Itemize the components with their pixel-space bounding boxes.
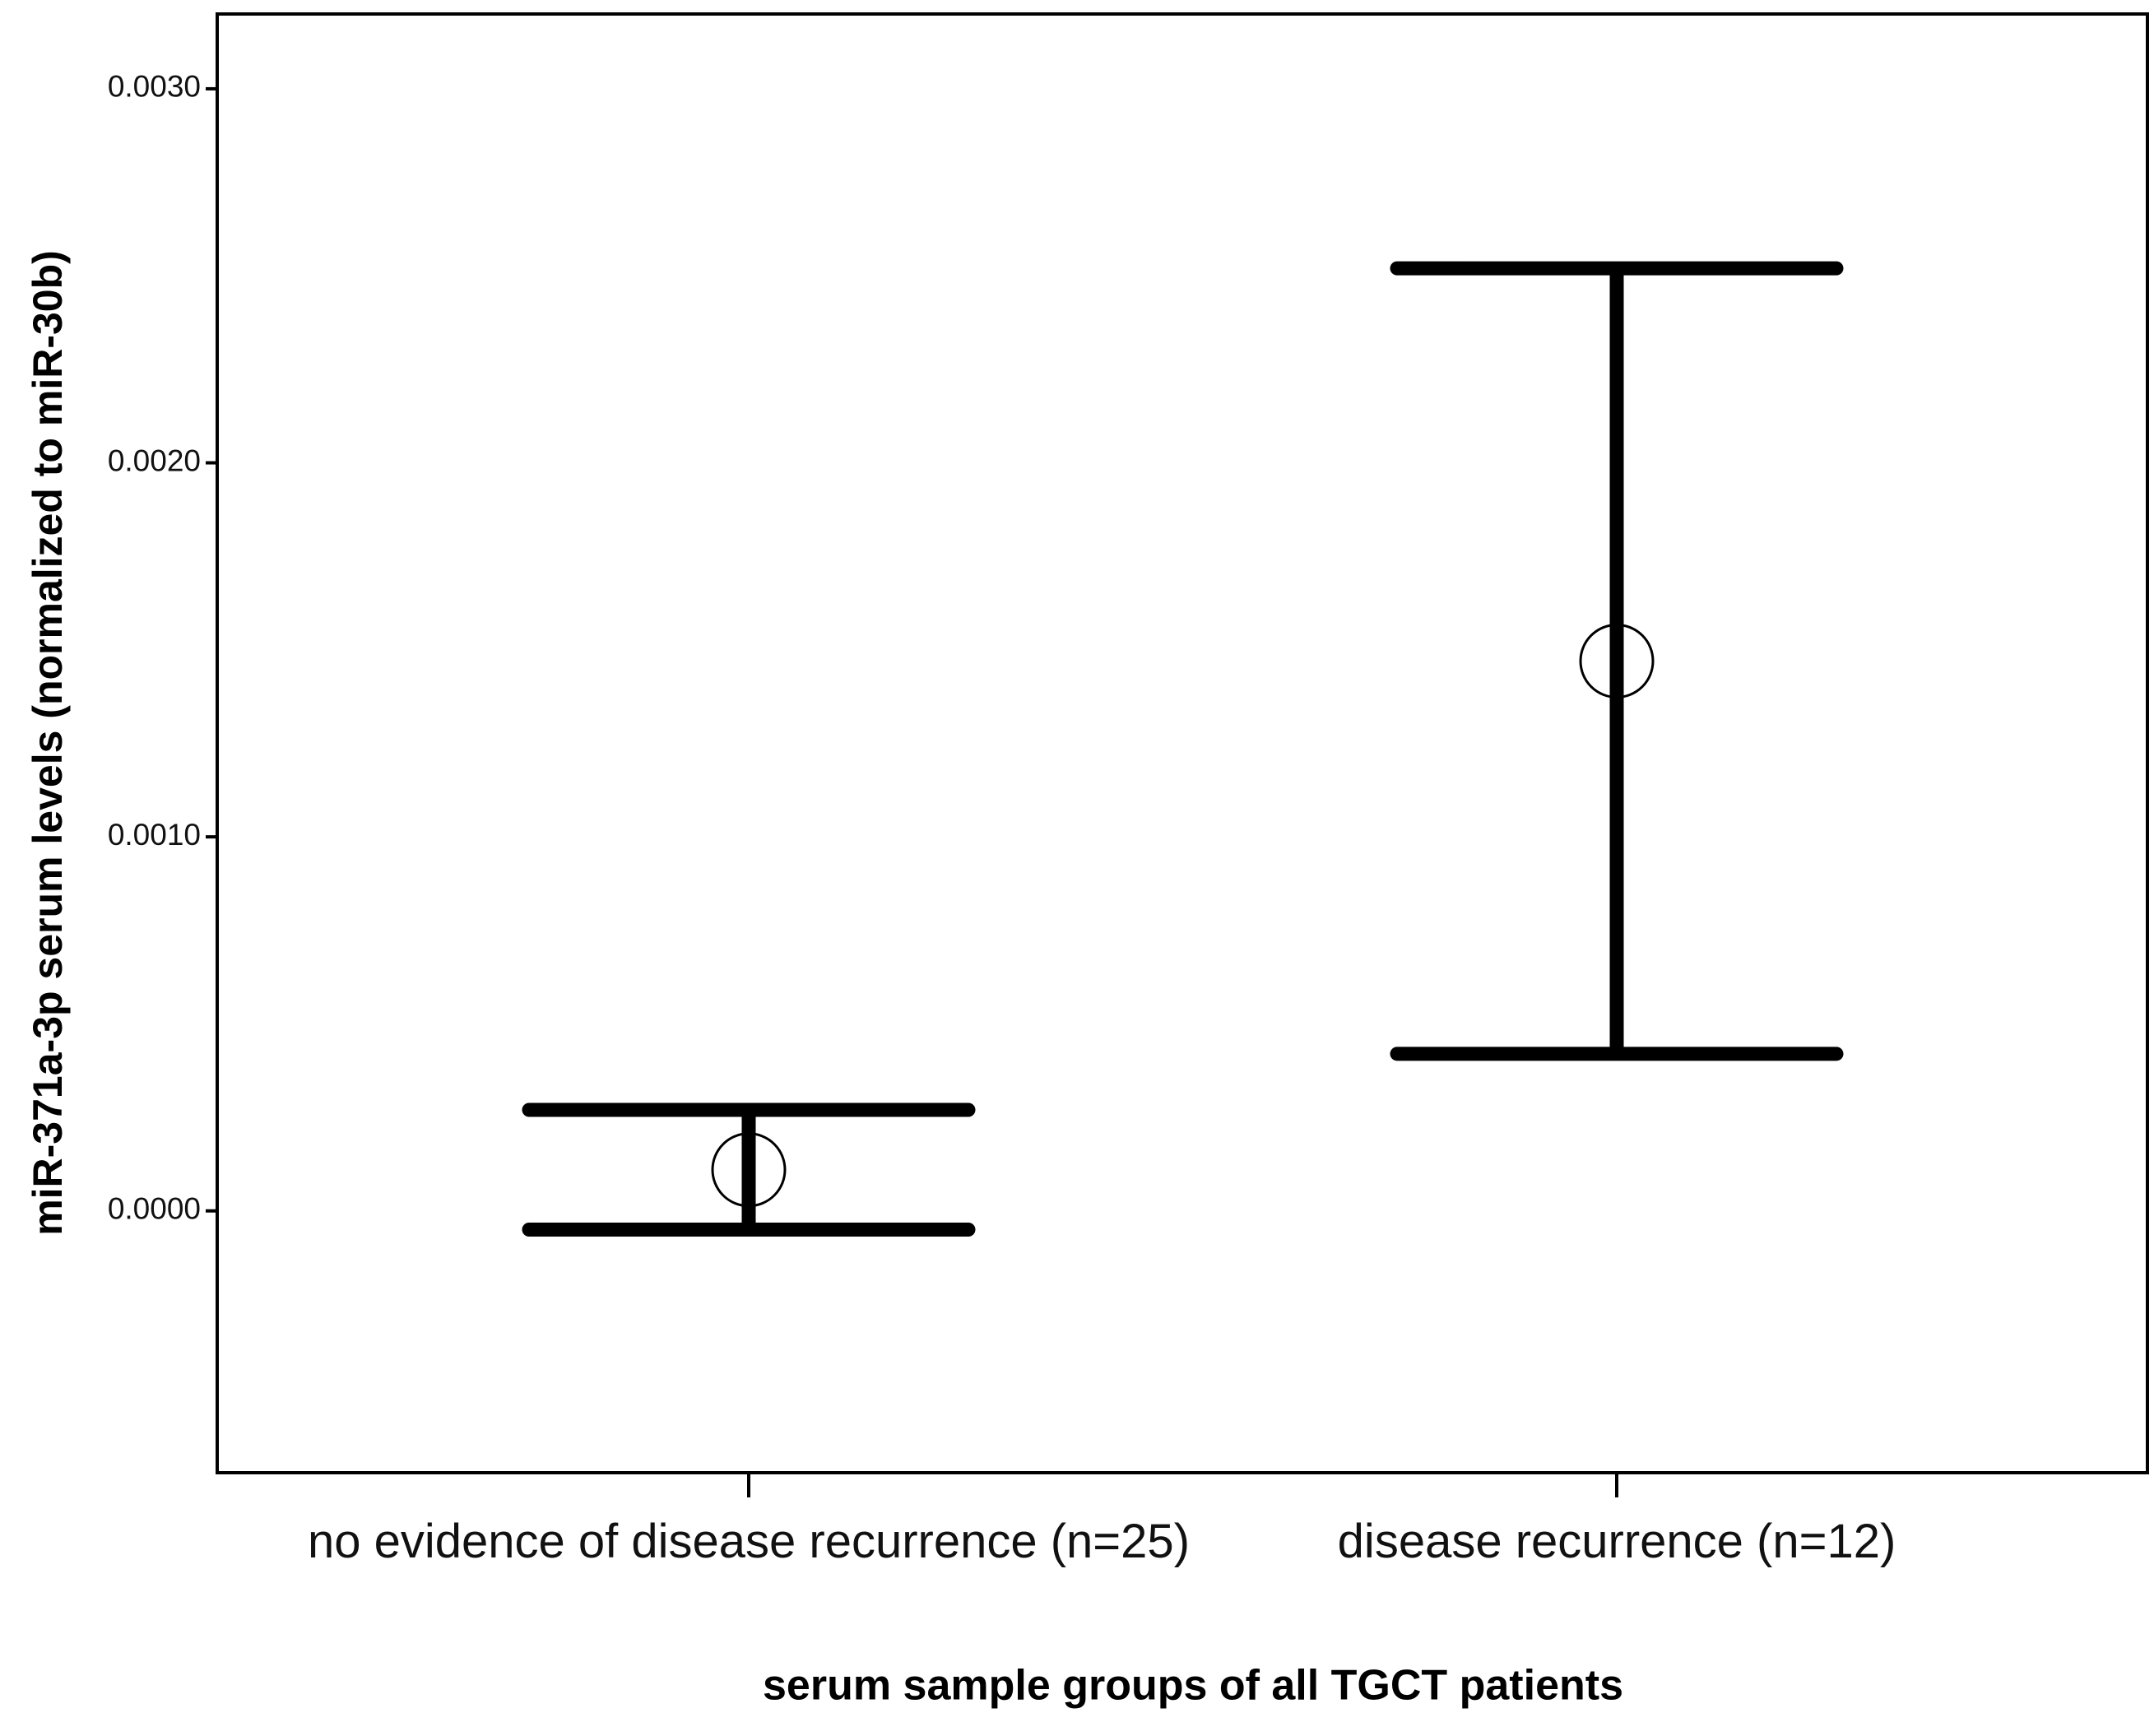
y-tick-label: 0.0020 [108,443,201,477]
x-tick-label: disease recurrence (n=12) [1337,1515,1896,1568]
mean-marker [711,1132,787,1208]
x-tick-label: no evidence of disease recurrence (n=25) [307,1515,1191,1568]
y-tick-label: 0.0030 [108,70,201,104]
plot-frame [216,12,2149,1474]
y-axis-title: miR-371a-3p serum levels (normalized to … [25,250,71,1236]
mean-marker [1579,623,1655,699]
y-tick-label: 0.0000 [108,1192,201,1226]
x-axis-title: serum sample groups of all TGCT patients [763,1662,1623,1710]
y-tick-label: 0.0010 [108,818,201,852]
